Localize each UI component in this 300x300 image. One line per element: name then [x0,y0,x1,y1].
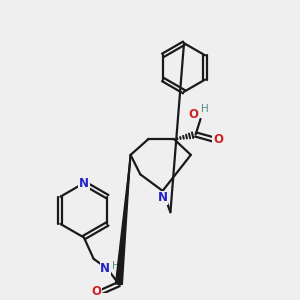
Text: N: N [158,191,168,204]
Text: O: O [213,133,223,146]
Text: H: H [112,261,120,271]
Polygon shape [116,155,130,284]
Text: H: H [200,104,208,114]
Text: O: O [92,285,102,298]
Text: O: O [189,108,199,121]
Text: N: N [79,177,89,190]
Text: N: N [100,262,110,275]
